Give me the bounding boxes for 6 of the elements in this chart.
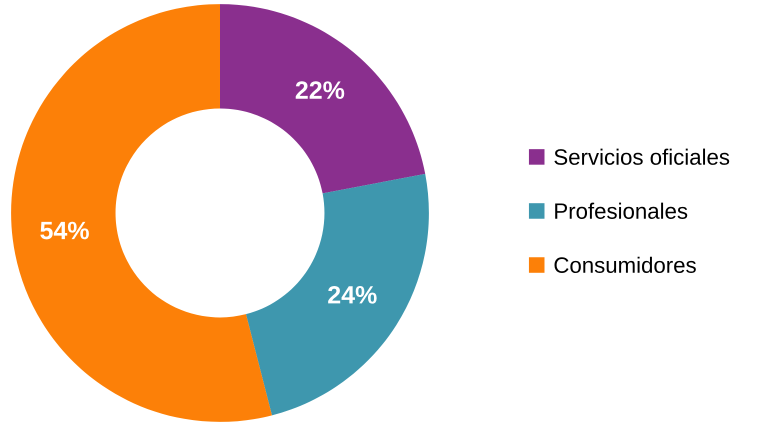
legend-label: Consumidores xyxy=(554,256,696,274)
data-label: 22% xyxy=(296,81,344,99)
legend-label: Servicios oficiales xyxy=(554,148,730,165)
data-label: 54% xyxy=(40,222,89,240)
data-label: 24% xyxy=(328,286,377,304)
legend-label: Profesionales xyxy=(555,202,688,219)
